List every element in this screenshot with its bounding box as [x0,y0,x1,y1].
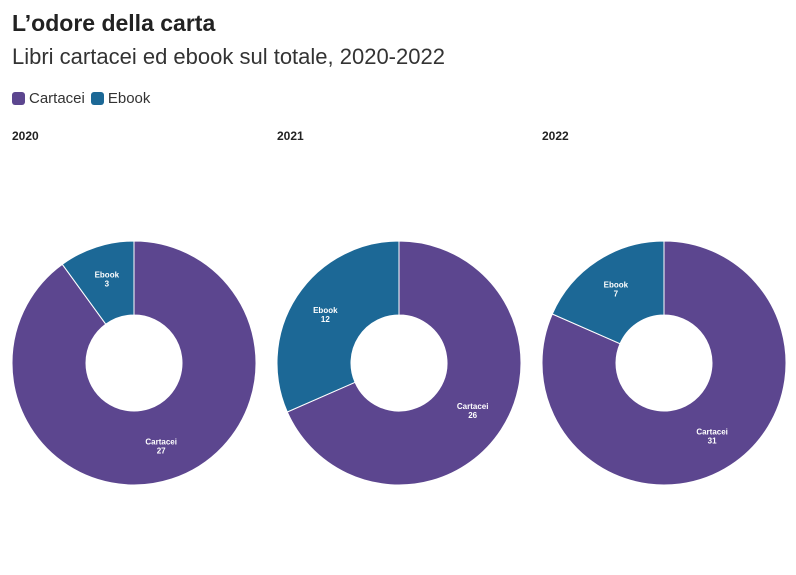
slice-value-cartacei-2021: 26 [468,411,477,420]
slice-cartacei-2020[interactable] [11,240,257,486]
slice-label-cartacei-2020: Cartacei [145,438,177,447]
slice-value-ebook-2020: 3 [105,279,110,288]
panel-title-2020: 2020 [12,129,39,143]
panel-title-2021: 2021 [277,129,304,143]
slice-ebook-2021[interactable] [276,240,400,413]
legend-label-cartacei: Cartacei [29,90,85,107]
chart-title: L’odore della carta [12,10,216,36]
panel-title-2022: 2022 [542,129,569,143]
legend-item-ebook[interactable]: Ebook [90,90,151,107]
slice-label-ebook-2022: Ebook [604,280,629,289]
chart-subtitle: Libri cartacei ed ebook sul totale, 2020… [12,44,445,69]
slice-label-cartacei-2021: Cartacei [457,402,489,411]
slice-label-ebook-2021: Ebook [313,306,338,315]
slice-cartacei-2021[interactable] [286,240,522,486]
legend: Cartacei Ebook [12,90,156,107]
legend-label-ebook: Ebook [107,90,151,107]
slice-value-ebook-2021: 12 [321,315,330,324]
slice-value-ebook-2022: 7 [614,289,619,298]
slice-label-cartacei-2022: Cartacei [696,428,728,437]
legend-swatch-ebook [90,92,104,105]
slice-value-cartacei-2022: 31 [708,437,717,446]
legend-item-cartacei[interactable]: Cartacei [12,90,85,107]
slice-label-ebook-2020: Ebook [95,270,120,279]
slice-value-cartacei-2020: 27 [157,447,166,456]
slice-ebook-2022[interactable] [551,240,665,345]
slice-cartacei-2022[interactable] [541,240,787,486]
slice-ebook-2020[interactable] [61,240,135,325]
legend-swatch-cartacei [12,92,25,105]
